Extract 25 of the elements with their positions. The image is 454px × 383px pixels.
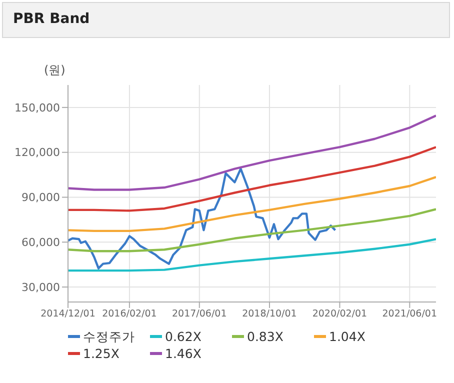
y-tick-label: 90,000 <box>22 191 60 204</box>
legend-label: 1.04X <box>329 328 366 345</box>
line-series <box>68 176 436 232</box>
legend-label: 1.25X <box>83 345 120 362</box>
line-series <box>68 114 436 191</box>
legend-label: 0.62X <box>165 328 202 345</box>
y-tick-label: 120,000 <box>14 146 60 160</box>
line-series <box>68 238 436 272</box>
legend-label: 0.83X <box>247 328 284 345</box>
y-axis-title: (원) <box>44 62 66 79</box>
legend-label: 수정주가 <box>83 328 135 345</box>
legend-label: 1.46X <box>165 345 202 362</box>
line-series <box>68 168 336 270</box>
line-series <box>68 146 436 212</box>
y-tick-label: 60,000 <box>22 236 60 250</box>
y-tick-label: 30,000 <box>22 280 60 294</box>
line-series <box>68 208 436 252</box>
x-tick-label: 2021/06/01 <box>382 308 438 320</box>
x-tick-label: 2016/02/01 <box>102 308 157 320</box>
x-tick-label: 2017/06/01 <box>172 308 227 320</box>
x-tick-label: 2014/12/01 <box>40 308 96 320</box>
chart-title: PBR Band <box>13 11 90 27</box>
x-tick-label: 2018/10/01 <box>242 308 297 320</box>
x-tick-label: 2020/02/01 <box>312 308 368 320</box>
y-tick-label: 150,000 <box>14 101 60 114</box>
